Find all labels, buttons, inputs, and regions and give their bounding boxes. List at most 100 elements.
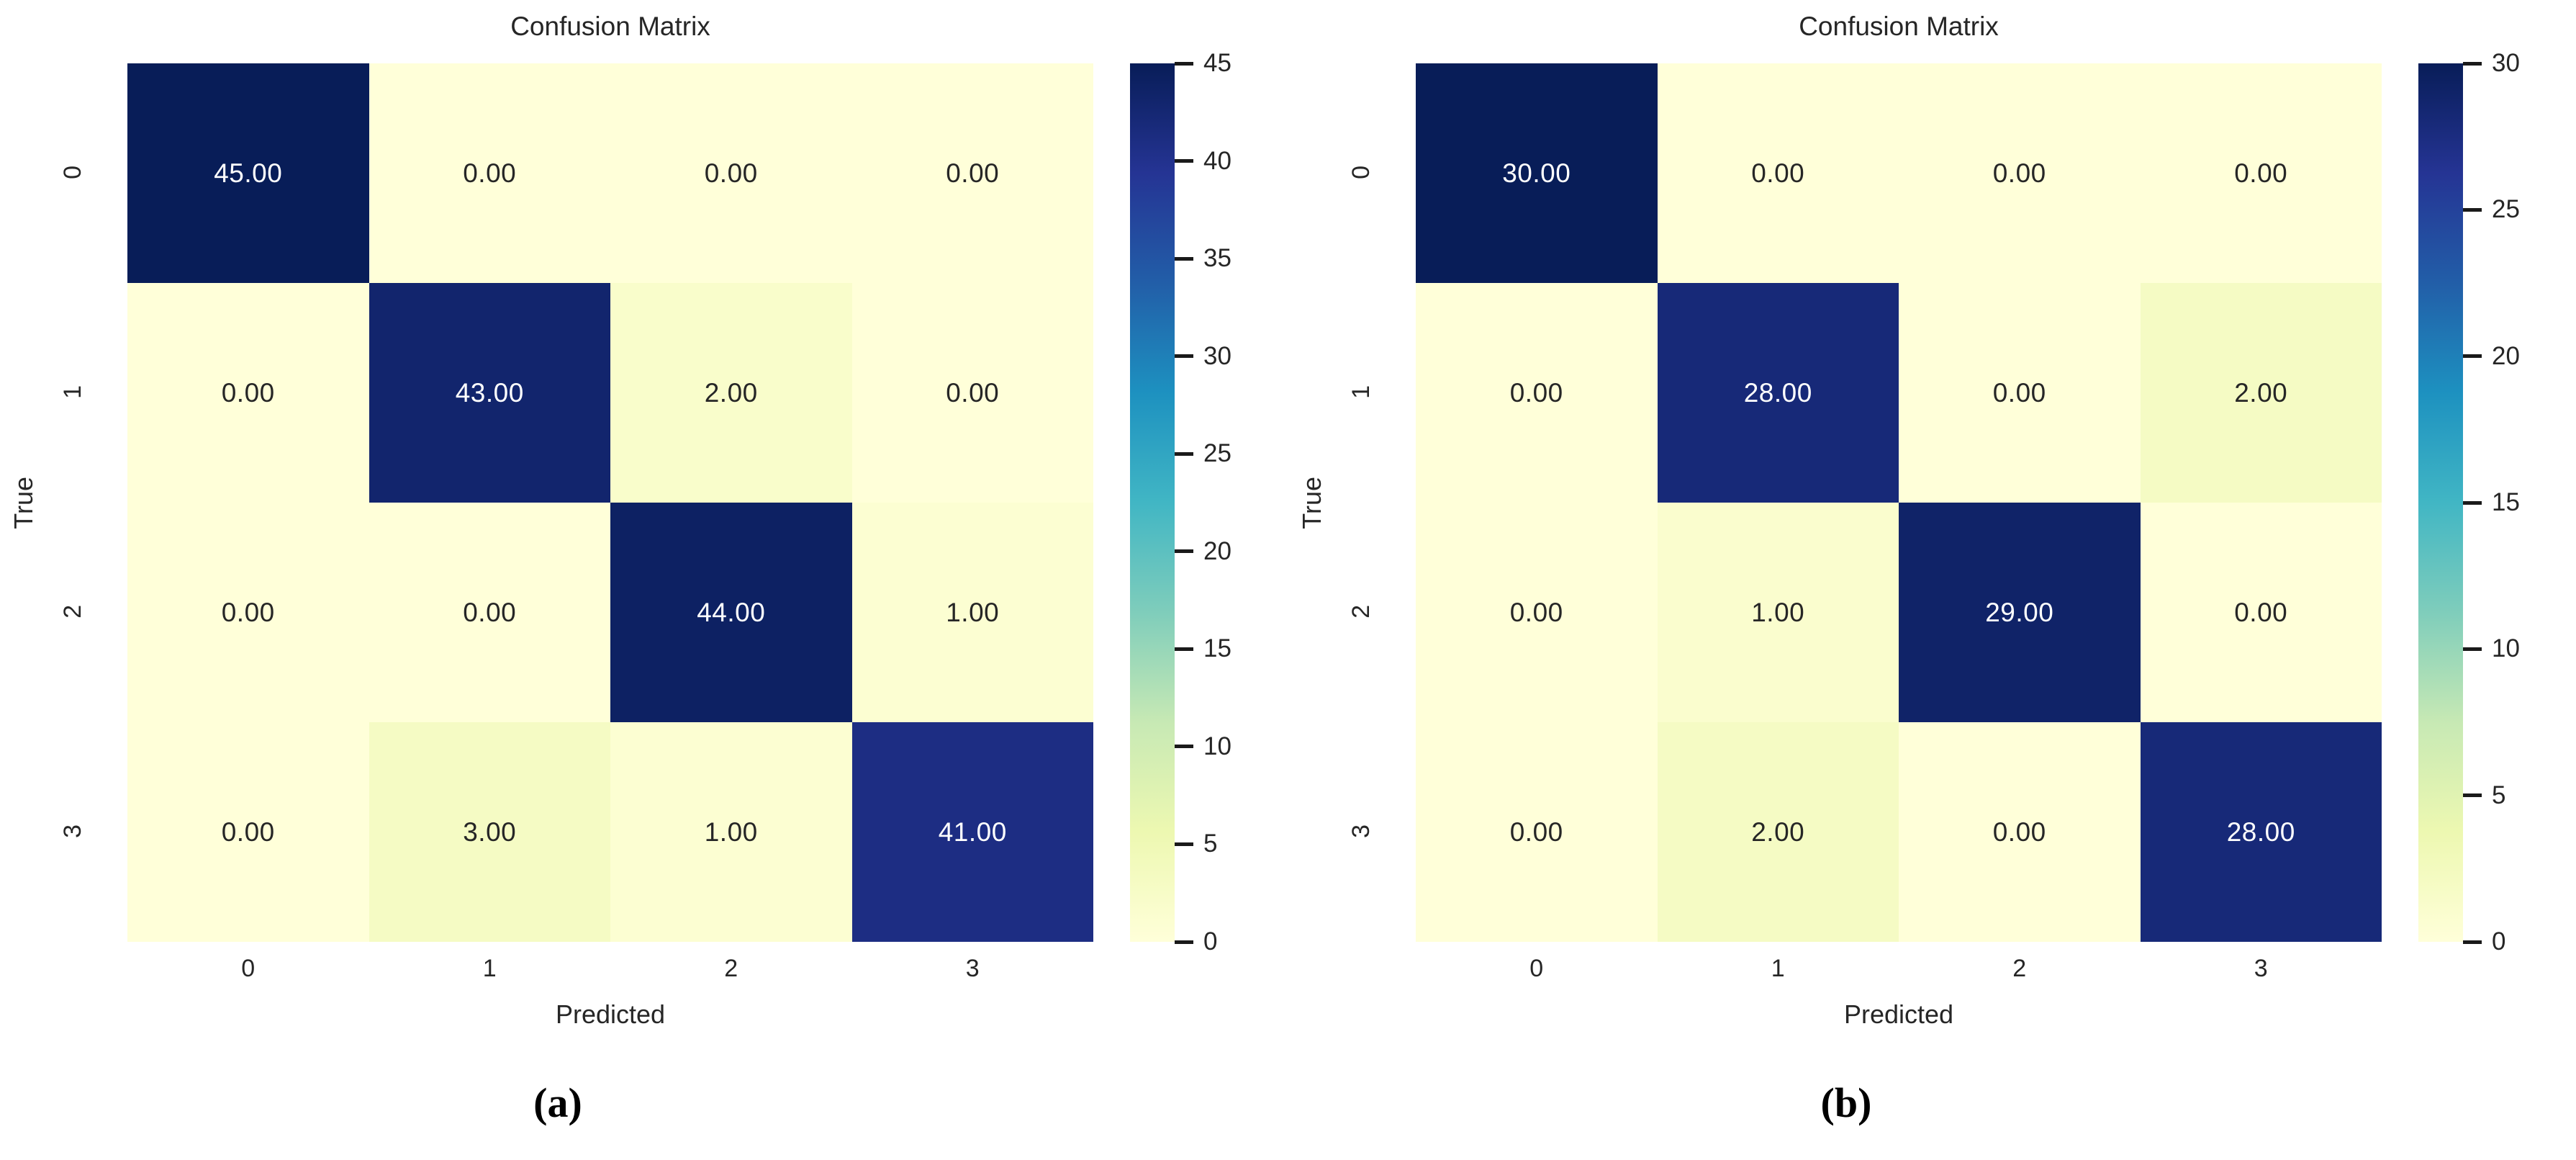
y-tick-label: 2 bbox=[56, 597, 89, 625]
x-tick-label: 0 bbox=[241, 955, 256, 982]
colorbar-tick-label: 20 bbox=[1203, 536, 1231, 565]
y-tick-label-text: 2 bbox=[1347, 604, 1375, 619]
subfigure-caption-a: (a) bbox=[533, 1079, 582, 1126]
x-axis-label: Predicted bbox=[1843, 999, 1954, 1029]
heatmap-cell-value: 0.00 bbox=[1992, 817, 2046, 847]
colorbar-tick-label: 5 bbox=[1203, 829, 1218, 858]
heatmap-cell: 0.00 bbox=[369, 503, 610, 722]
heatmap-cell: 2.00 bbox=[2140, 283, 2382, 503]
heatmap-cell-value: 2.00 bbox=[704, 377, 758, 408]
confusion-matrix-panel-a: Confusion Matrix True 45.00 0.00 0.00 0.00 0… bbox=[9, 12, 1231, 1126]
heatmap-cell: 0.00 bbox=[1899, 63, 2141, 283]
colorbar-tick-mark bbox=[1175, 61, 1193, 66]
heatmap-cell: 0.00 bbox=[1416, 283, 1658, 503]
colorbar-tick-mark bbox=[2463, 61, 2482, 66]
heatmap-cell-value: 0.00 bbox=[1509, 377, 1563, 408]
heatmap-cell-value: 0.00 bbox=[463, 597, 517, 627]
heatmap-cell: 29.00 bbox=[1899, 503, 2141, 722]
heatmap-cell: 2.00 bbox=[1657, 722, 1899, 942]
heatmap-cell: 0.00 bbox=[1657, 63, 1899, 283]
heatmap-cell-value: 0.00 bbox=[946, 158, 1000, 188]
colorbar-tick-mark bbox=[2463, 647, 2482, 651]
colorbar-tick-label: 0 bbox=[1203, 927, 1218, 956]
colorbar-tick-label: 0 bbox=[2492, 927, 2506, 956]
heatmap-cell: 0.00 bbox=[1416, 722, 1658, 942]
y-tick-label-text: 2 bbox=[58, 604, 86, 619]
y-tick-label-text: 0 bbox=[1347, 165, 1375, 179]
heatmap-cell-value: 29.00 bbox=[1985, 597, 2054, 627]
heatmap-cell-value: 0.00 bbox=[2234, 158, 2288, 188]
y-tick-label-text: 0 bbox=[58, 165, 86, 179]
heatmap-cell-value: 2.00 bbox=[1751, 817, 1805, 847]
heatmap-cell: 0.00 bbox=[610, 63, 852, 283]
colorbar-tick-label: 25 bbox=[2492, 195, 2520, 224]
colorbar-tick-mark bbox=[2463, 940, 2482, 944]
heatmap-cell: 0.00 bbox=[2140, 503, 2382, 722]
heatmap-cell-value: 0.00 bbox=[1992, 377, 2046, 408]
confusion-matrix-panel-b: Confusion Matrix True 30.00 0.00 0.00 0.00 0… bbox=[1288, 0, 2576, 1160]
x-tick-label: 1 bbox=[482, 955, 497, 982]
heatmap-cell: 0.00 bbox=[851, 63, 1093, 283]
y-axis-label: True bbox=[1294, 63, 1330, 942]
heatmap-cell: 1.00 bbox=[851, 503, 1093, 722]
heatmap-cell: 0.00 bbox=[127, 283, 369, 503]
x-tick-label: 3 bbox=[965, 955, 980, 982]
heatmap-cell-value: 28.00 bbox=[1743, 377, 1812, 408]
heatmap-cell-value: 0.00 bbox=[1509, 817, 1563, 847]
colorbar-tick-label: 40 bbox=[1203, 146, 1231, 175]
x-tick-label: 2 bbox=[2012, 955, 2027, 982]
heatmap-cell: 45.00 bbox=[127, 63, 369, 283]
heatmap-cell: 0.00 bbox=[1899, 283, 2141, 503]
colorbar-tick-mark bbox=[1175, 647, 1193, 651]
heatmap-cell-value: 1.00 bbox=[1751, 597, 1805, 627]
heatmap-cell-value: 0.00 bbox=[704, 158, 758, 188]
y-tick-label: 2 bbox=[1345, 597, 1378, 625]
heatmap-cell: 0.00 bbox=[2140, 63, 2382, 283]
heatmap-cell-value: 0.00 bbox=[946, 377, 1000, 408]
heatmap-cell: 41.00 bbox=[851, 722, 1093, 942]
heatmap-cell-value: 0.00 bbox=[221, 377, 275, 408]
heatmap-cell: 0.00 bbox=[369, 63, 610, 283]
heatmap-cell: 1.00 bbox=[610, 722, 852, 942]
colorbar-tick-label: 30 bbox=[2492, 49, 2520, 77]
colorbar bbox=[2418, 63, 2463, 942]
heatmap-cell-value: 0.00 bbox=[221, 817, 275, 847]
colorbar-tick-mark bbox=[1175, 451, 1193, 456]
colorbar-tick-mark bbox=[2463, 793, 2482, 798]
y-tick-label-text: 1 bbox=[58, 385, 86, 399]
heatmap-cell-value: 0.00 bbox=[221, 597, 275, 627]
colorbar-tick-label: 25 bbox=[1203, 439, 1231, 468]
y-tick-label-text: 3 bbox=[1347, 824, 1375, 838]
y-tick-label: 1 bbox=[56, 377, 89, 405]
heatmap-cell-value: 1.00 bbox=[704, 817, 758, 847]
heatmap-cell: 0.00 bbox=[851, 283, 1093, 503]
subfigure-caption-b: (b) bbox=[1820, 1079, 1872, 1126]
chart-title: Confusion Matrix bbox=[510, 12, 710, 41]
y-tick-label: 0 bbox=[1345, 158, 1378, 186]
heatmap-cell-value: 44.00 bbox=[697, 597, 766, 627]
heatmap-cell-value: 0.00 bbox=[2234, 597, 2288, 627]
x-axis-label: Predicted bbox=[555, 999, 666, 1029]
heatmap-cell: 30.00 bbox=[1416, 63, 1658, 283]
y-tick-label: 3 bbox=[1345, 817, 1378, 845]
colorbar-tick-mark bbox=[2463, 500, 2482, 505]
heatmap-cell-value: 0.00 bbox=[1751, 158, 1805, 188]
colorbar-tick-mark bbox=[1175, 159, 1193, 163]
colorbar-tick-label: 10 bbox=[2492, 634, 2520, 663]
colorbar-tick-label: 10 bbox=[1203, 732, 1231, 760]
heatmap-cell-value: 0.00 bbox=[1509, 597, 1563, 627]
colorbar-tick-mark bbox=[1175, 549, 1193, 554]
colorbar-tick-label: 30 bbox=[1203, 341, 1231, 370]
colorbar bbox=[1130, 63, 1175, 942]
y-tick-label: 1 bbox=[1345, 377, 1378, 405]
y-tick-label: 3 bbox=[56, 817, 89, 845]
colorbar-tick-label: 20 bbox=[2492, 341, 2520, 370]
heatmap-cell-value: 30.00 bbox=[1502, 158, 1571, 188]
heatmap-cell: 28.00 bbox=[2140, 722, 2382, 942]
y-axis-label-text: True bbox=[9, 476, 38, 529]
chart-title: Confusion Matrix bbox=[1799, 12, 1999, 41]
y-tick-label: 0 bbox=[56, 158, 89, 186]
heatmap-cell: 2.00 bbox=[610, 283, 852, 503]
heatmap-cell: 28.00 bbox=[1657, 283, 1899, 503]
heatmap-cell-value: 28.00 bbox=[2226, 817, 2295, 847]
